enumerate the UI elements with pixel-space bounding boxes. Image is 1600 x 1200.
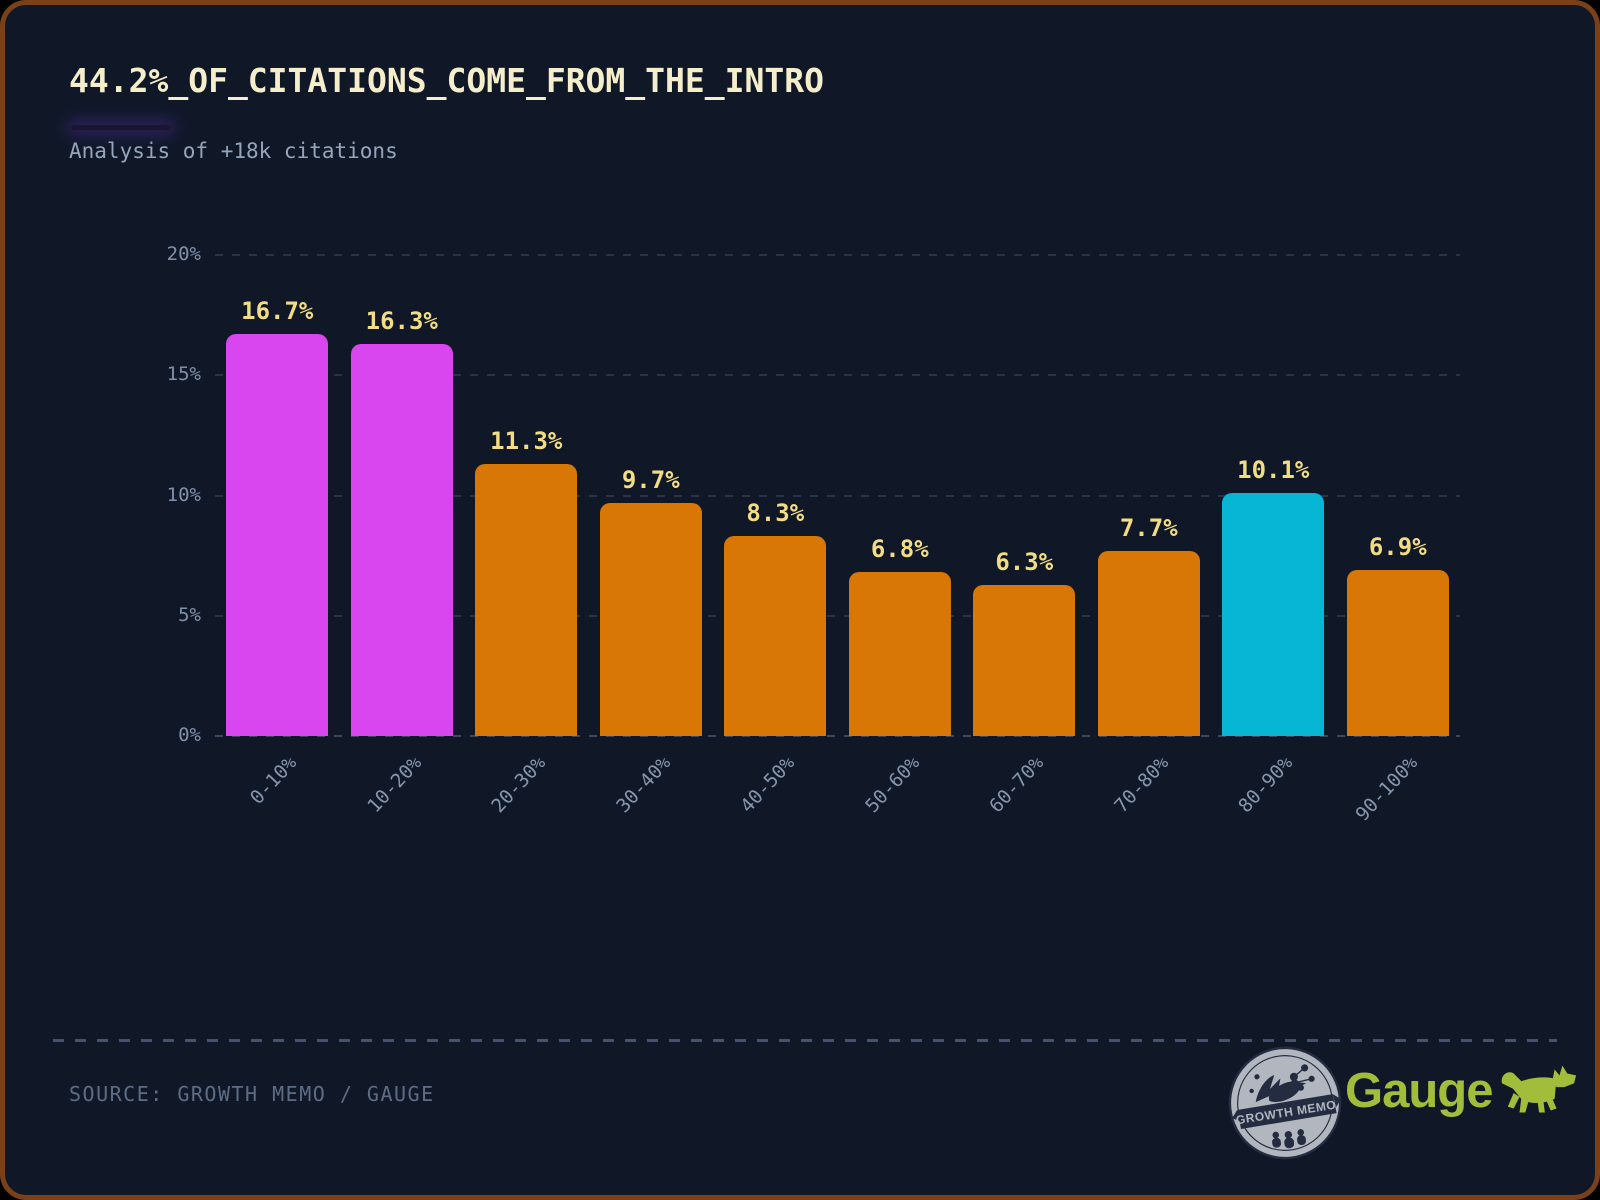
gridline-20% — [215, 254, 1460, 256]
bar-group-70-80%: 7.7% — [1087, 255, 1212, 736]
bar-group-20-30%: 11.3% — [464, 255, 589, 736]
bar-group-40-50%: 8.3% — [713, 255, 838, 736]
bar-90-100% — [1346, 570, 1449, 736]
bar-value-label: 10.1% — [1237, 456, 1310, 485]
x-axis-tick-label: 90-100% — [1351, 752, 1422, 826]
growth-memo-badge: GROWTH MEMO — [1221, 1039, 1348, 1166]
gridline-0% — [215, 735, 1460, 737]
bar-60-70% — [973, 584, 1076, 736]
bar-value-label: 11.3% — [490, 427, 563, 456]
x-axis-tick-label: 30-40% — [611, 752, 675, 818]
bar-value-label: 6.9% — [1368, 533, 1427, 562]
source-credit: SOURCE: GROWTH MEMO / GAUGE — [69, 1082, 435, 1106]
x-axis-tick-label: 70-80% — [1109, 752, 1173, 818]
x-axis-tick-label: 10-20% — [362, 752, 426, 818]
gauge-logo-text: Gauge — [1345, 1063, 1493, 1118]
bar-80-90% — [1222, 493, 1325, 736]
x-axis-tick-label: 60-70% — [985, 752, 1049, 818]
title-accent-underline — [71, 125, 171, 130]
y-axis-tick-label: 15% — [166, 363, 201, 386]
growth-memo-badge-icon: GROWTH MEMO — [1228, 1046, 1342, 1160]
bar-group-60-70%: 6.3% — [962, 255, 1087, 736]
bar-group-30-40%: 9.7% — [589, 255, 714, 736]
bar-group-90-100%: 6.9% — [1336, 255, 1461, 736]
bar-40-50% — [724, 536, 827, 736]
bar-value-label: 8.3% — [746, 499, 805, 528]
bar-30-40% — [599, 502, 702, 736]
gridline-5% — [215, 614, 1460, 617]
y-axis-tick-label: 10% — [166, 483, 201, 506]
bar-value-label: 6.8% — [870, 535, 929, 564]
bar-10-20% — [350, 344, 453, 736]
y-axis-tick-label: 5% — [178, 603, 201, 626]
bar-20-30% — [475, 464, 578, 736]
y-axis-tick-label: 0% — [178, 724, 201, 746]
bar-value-label: 9.7% — [621, 465, 680, 494]
x-axis-tick-label: 40-50% — [736, 752, 800, 818]
bar-chart: 0% 5% 10% 15% 20% 0-10% 16.7% 10-20% 16.3% 20-30%… — [167, 243, 1461, 826]
bar-0-10% — [226, 334, 329, 736]
bar-70-80% — [1097, 550, 1200, 736]
bar-group-50-60%: 6.8% — [838, 255, 963, 736]
bar-value-label: 16.3% — [365, 307, 438, 335]
bar-group-10-20%: 16.3% — [340, 255, 465, 736]
bar-value-label: 7.7% — [1119, 513, 1178, 542]
x-axis-tick-label: 50-60% — [860, 752, 924, 818]
footer-divider — [53, 1039, 1557, 1042]
gauge-logo: Gauge — [1345, 1063, 1578, 1119]
bar-value-label: 6.3% — [995, 547, 1054, 576]
x-axis-tick-label: 80-90% — [1234, 752, 1298, 818]
bar-value-label: 16.7% — [241, 297, 314, 326]
bar-50-60% — [848, 572, 951, 736]
gauge-dog-icon — [1502, 1065, 1577, 1113]
bar-group-0-10%: 16.7% — [215, 255, 340, 736]
page-subtitle: Analysis of +18k citations — [69, 139, 398, 163]
x-axis-tick-label: 0-10% — [246, 752, 302, 809]
gridline-10% — [215, 494, 1460, 497]
bar-group-80-90%: 10.1% — [1211, 255, 1336, 736]
x-axis-tick-label: 20-30% — [487, 752, 551, 818]
gridline-15% — [215, 374, 1460, 377]
page-title: 44.2%_OF_CITATIONS_COME_FROM_THE_INTRO — [69, 61, 824, 100]
y-axis-tick-label: 20% — [166, 243, 201, 265]
